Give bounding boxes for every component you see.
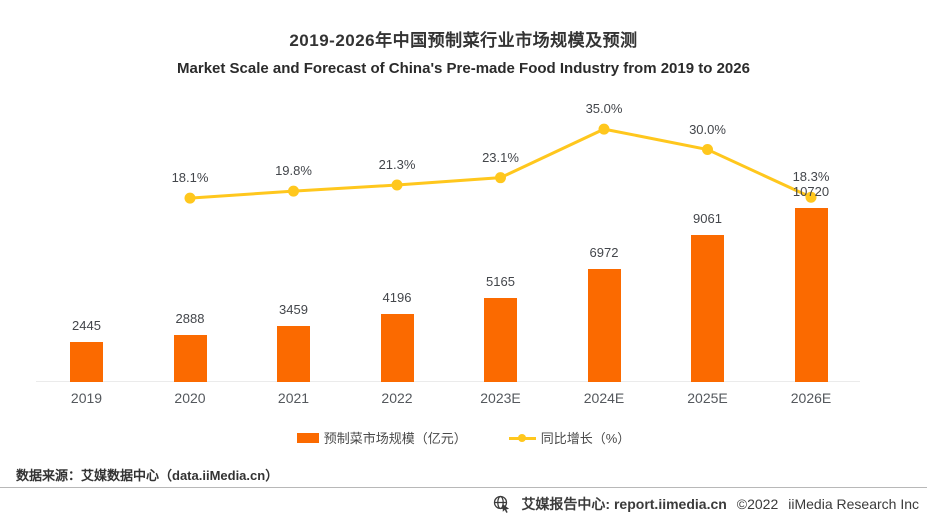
x-axis-label: 2026E bbox=[790, 390, 832, 406]
x-axis-label: 2019 bbox=[70, 390, 103, 406]
line-value-label: 23.1% bbox=[482, 149, 519, 165]
legend-item-line: 同比增长（%） bbox=[508, 428, 631, 447]
company-name: iiMedia Research Inc bbox=[788, 496, 919, 512]
line-point bbox=[598, 123, 610, 135]
bar-2020 bbox=[173, 335, 207, 382]
x-axis-label: 2020 bbox=[174, 390, 206, 406]
x-axis-label: 2021 bbox=[277, 390, 310, 406]
line-series-swatch bbox=[508, 433, 536, 443]
line-point bbox=[391, 179, 403, 191]
legend-line-label: 同比增长（%） bbox=[540, 431, 631, 446]
line-value-label: 19.8% bbox=[275, 163, 312, 179]
chart-title-en: Market Scale and Forecast of China's Pre… bbox=[177, 60, 750, 77]
bar-2023E bbox=[484, 298, 517, 382]
line-point bbox=[184, 192, 196, 204]
line-point bbox=[288, 185, 299, 197]
bar-value-label: 5165 bbox=[486, 274, 515, 289]
bar-value-label: 6972 bbox=[589, 245, 619, 260]
globe-cursor-icon bbox=[493, 495, 511, 513]
bar-2026E bbox=[794, 208, 828, 382]
bar-value-label: 4196 bbox=[382, 290, 412, 305]
line-value-label: 21.3% bbox=[378, 157, 416, 173]
copyright-text: ©2022 bbox=[736, 496, 779, 512]
legend-item-bar: 预制菜市场规模（亿元） bbox=[296, 428, 467, 447]
line-value-label: 35.0% bbox=[585, 101, 623, 117]
footer-bar: 艾媒报告中心: report.iimedia.cn ©2022 iiMedia … bbox=[493, 492, 919, 516]
bar-value-label: 3459 bbox=[279, 302, 308, 317]
data-source-note[interactable]: 数据来源：艾媒数据中心（data.iiMedia.cn） bbox=[16, 468, 279, 483]
report-center-link[interactable]: 艾媒报告中心: report.iimedia.cn bbox=[521, 496, 727, 512]
legend-bar-label: 预制菜市场规模（亿元） bbox=[323, 431, 467, 446]
footer-divider bbox=[0, 487, 927, 488]
legend: 预制菜市场规模（亿元） 同比增长（%） bbox=[0, 428, 927, 447]
bar-2021 bbox=[277, 326, 310, 382]
bar-2019 bbox=[70, 342, 103, 382]
bar-value-label: 2445 bbox=[72, 318, 101, 333]
x-axis-label: 2025E bbox=[687, 390, 728, 406]
line-value-label: 18.3% bbox=[792, 169, 830, 185]
bar-2022 bbox=[380, 314, 414, 382]
bar-value-label: 2888 bbox=[175, 311, 205, 326]
bar-2024E bbox=[587, 269, 621, 382]
x-axis-label: 2023E bbox=[480, 390, 521, 406]
bar-series-swatch bbox=[296, 432, 319, 443]
chart-title-cn: 2019-2026年中国预制菜行业市场规模及预测 bbox=[289, 31, 638, 50]
line-value-label: 18.1% bbox=[171, 170, 209, 186]
x-axis-label: 2024E bbox=[583, 390, 625, 406]
bar-2025E bbox=[691, 235, 724, 382]
x-axis-baseline bbox=[36, 381, 860, 382]
line-swatch-dot bbox=[517, 433, 526, 442]
bar-value-label: 9061 bbox=[693, 211, 722, 226]
line-point bbox=[702, 144, 713, 156]
bar-value-label: 10720 bbox=[792, 184, 830, 199]
line-value-label: 30.0% bbox=[689, 121, 726, 137]
x-axis-label: 2022 bbox=[381, 390, 413, 406]
line-point bbox=[495, 172, 506, 184]
